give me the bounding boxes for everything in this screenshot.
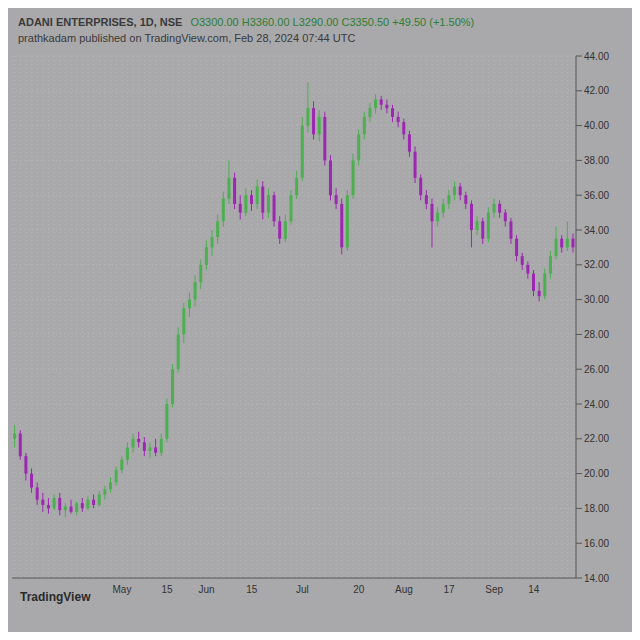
html-text:TradingView: TradingView <box>20 590 91 604</box>
html-text:ADANI ENTERPRISES, 1D, NSE: ADANI ENTERPRISES, 1D, NSE <box>18 16 183 28</box>
svg-text:15: 15 <box>162 584 174 595</box>
svg-text:28.00: 28.00 <box>584 329 609 340</box>
svg-text:40.00: 40.00 <box>584 120 609 131</box>
svg-text:30.00: 30.00 <box>584 294 609 305</box>
svg-text:42.00: 42.00 <box>584 85 609 96</box>
svg-text:44.00: 44.00 <box>584 51 609 62</box>
svg-text:38.00: 38.00 <box>584 155 609 166</box>
html-text:O3300.00 H3360.00 L3290.00 C33: O3300.00 H3360.00 L3290.00 C3350.50 +49.… <box>190 16 475 28</box>
svg-text:Sep: Sep <box>485 584 503 595</box>
svg-text:17: 17 <box>444 584 456 595</box>
svg-text:24.00: 24.00 <box>584 399 609 410</box>
svg-text:May: May <box>113 584 132 595</box>
svg-text:18.00: 18.00 <box>584 503 609 514</box>
svg-text:36.00: 36.00 <box>584 190 609 201</box>
svg-text:14.00: 14.00 <box>584 573 609 584</box>
svg-text:Jul: Jul <box>296 584 309 595</box>
svg-text:26.00: 26.00 <box>584 364 609 375</box>
svg-text:32.00: 32.00 <box>584 259 609 270</box>
svg-text:22.00: 22.00 <box>584 433 609 444</box>
svg-text:14: 14 <box>528 584 540 595</box>
svg-text:34.00: 34.00 <box>584 225 609 236</box>
svg-text:15: 15 <box>246 584 258 595</box>
svg-text:Jun: Jun <box>199 584 215 595</box>
html-text:prathkadam published on Tradin: prathkadam published on TradingView.com,… <box>18 32 356 44</box>
svg-text:20: 20 <box>353 584 365 595</box>
svg-text:20.00: 20.00 <box>584 468 609 479</box>
svg-text:16.00: 16.00 <box>584 538 609 549</box>
svg-text:Aug: Aug <box>395 584 413 595</box>
